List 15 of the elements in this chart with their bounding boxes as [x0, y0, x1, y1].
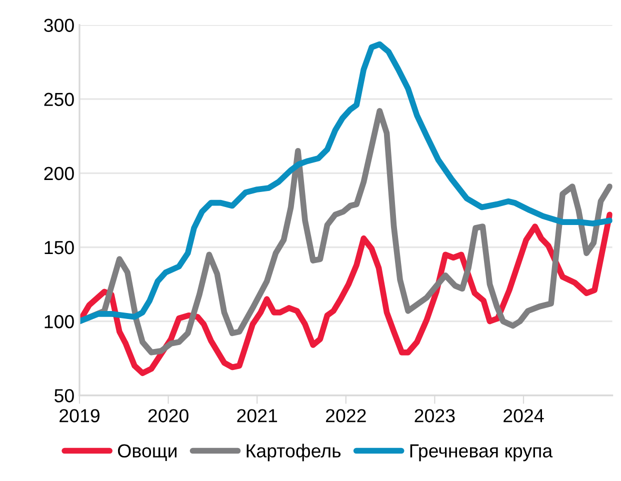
x-tick-label: 2024	[504, 409, 544, 422]
x-tick-label: 2021	[237, 409, 278, 422]
y-tick-label: 100	[44, 315, 74, 328]
legend-label: Картофель	[246, 444, 341, 462]
legend-label: Овощи	[118, 444, 176, 462]
x-tick-label: 2022	[326, 409, 366, 422]
y-tick-label: 300	[44, 18, 74, 32]
x-tick-label: 2023	[414, 409, 455, 422]
y-tick-label: 50	[54, 389, 74, 402]
x-tick-label: 2019	[60, 409, 100, 422]
x-tick-label: 2020	[148, 409, 188, 422]
legend-label: Гречневая крупа	[410, 444, 553, 462]
y-tick-label: 200	[44, 166, 74, 180]
y-tick-label: 250	[44, 92, 74, 106]
y-tick-label: 150	[44, 240, 74, 254]
